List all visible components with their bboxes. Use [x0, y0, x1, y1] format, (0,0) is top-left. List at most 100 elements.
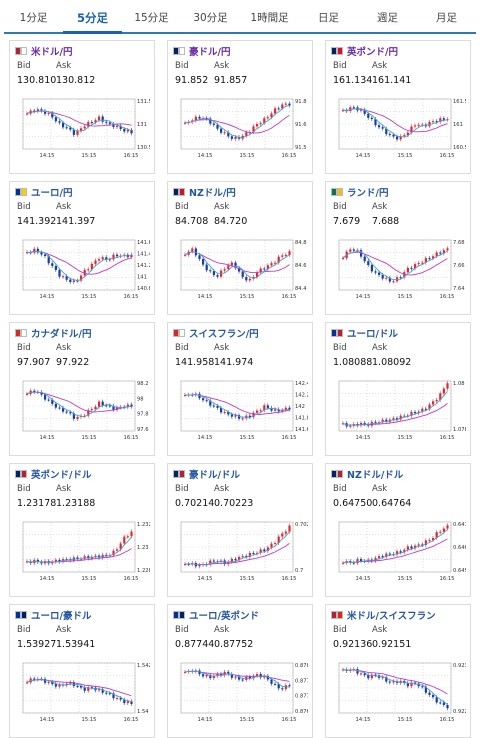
- candle: [414, 264, 417, 269]
- currency-pair-link[interactable]: カナダドル/円: [31, 329, 92, 340]
- tab-7[interactable]: 月足: [436, 12, 457, 24]
- card-title: 豪ドル/円: [173, 45, 231, 58]
- y-tick-label: 0.923: [453, 663, 466, 669]
- candle: [263, 268, 266, 270]
- tab-3[interactable]: 30分足: [193, 12, 228, 24]
- rate-card[interactable]: ユーロ/英ポンドBidAsk0.877440.877520.8780.87750…: [167, 604, 313, 738]
- candle: [54, 117, 57, 122]
- currency-pair-link[interactable]: ユーロ/ドル: [347, 329, 398, 340]
- rate-card[interactable]: カナダドル/円 Bid Ask 97.907 97.922 98.2 98 97.8 97.6 1…: [9, 322, 155, 456]
- rate-card[interactable]: NZドル/ドルBidAsk0.647500.647640.6470.6460.6…: [325, 463, 471, 597]
- candle: [234, 558, 237, 561]
- rate-card[interactable]: ランド/円 Bid Ask 7.679 7.688 7.68 7.66 7.64 14:15 15…: [325, 181, 471, 315]
- tab-4[interactable]: 1時間足: [250, 12, 289, 24]
- candle: [266, 265, 269, 270]
- y-tick-label: 131: [137, 122, 147, 128]
- x-tick-label: 15:15: [82, 435, 97, 441]
- candle: [69, 682, 72, 684]
- candle: [432, 694, 435, 698]
- tab-1[interactable]: 5分足: [63, 4, 122, 34]
- currency-pair-link[interactable]: スイスフラン/円: [189, 329, 259, 340]
- y-tick-label: 84.6: [295, 263, 307, 269]
- candle: [130, 254, 133, 258]
- tab-2[interactable]: 15分足: [134, 12, 169, 24]
- candle: [360, 109, 363, 111]
- candle: [370, 264, 373, 272]
- tab-0[interactable]: 1分足: [19, 12, 48, 24]
- price-chart: 1.08 1.078 14:15 15:15 16:15: [331, 375, 466, 453]
- currency-pair-link[interactable]: 豪ドル/ドル: [189, 470, 240, 481]
- currency-pair-link[interactable]: 豪ドル/円: [189, 47, 231, 58]
- candle: [216, 406, 219, 408]
- currency-pair-link[interactable]: ユーロ/英ポンド: [189, 611, 259, 622]
- candle: [101, 257, 104, 260]
- candle: [428, 540, 431, 542]
- rate-card[interactable]: 英ポンド/円BidAsk161.134161.141161.5161160.51…: [325, 40, 471, 174]
- candle: [119, 125, 122, 129]
- rate-card[interactable]: 豪ドル/円 Bid Ask 91.852 91.857 91.8 91.6 91.5 14:15…: [167, 40, 313, 174]
- candle: [439, 531, 442, 533]
- candle: [435, 121, 438, 123]
- candle: [417, 544, 420, 546]
- rate-card[interactable]: NZドル/円 Bid Ask 84.708 84.720 84.8 84.6 84.4 14:1…: [167, 181, 313, 315]
- candle: [403, 549, 406, 553]
- candle: [245, 132, 248, 136]
- ask-label: Ask: [372, 343, 388, 353]
- candle: [352, 249, 355, 251]
- currency-pair-link[interactable]: 英ポンド/ドル: [31, 470, 92, 481]
- ask-value: 1.08092: [372, 357, 412, 368]
- currency-pair-link[interactable]: 英ポンド/円: [347, 47, 398, 58]
- candle: [87, 410, 90, 416]
- currency-pair-link[interactable]: 米ドル/円: [31, 47, 73, 58]
- currency-pair-link[interactable]: ユーロ/豪ドル: [31, 611, 92, 622]
- rate-card[interactable]: スイスフラン/円BidAsk141.958141.974142.4142.214…: [167, 322, 313, 456]
- candle: [363, 109, 366, 114]
- candle: [259, 549, 262, 553]
- candle: [403, 415, 406, 417]
- tab-6[interactable]: 週足: [377, 12, 398, 24]
- currency-pair-link[interactable]: ユーロ/円: [31, 188, 73, 199]
- candle: [428, 258, 431, 260]
- candle: [442, 118, 445, 120]
- tab-5[interactable]: 日足: [318, 12, 339, 24]
- y-tick-label: 0.8765: [295, 709, 308, 715]
- candle: [216, 124, 219, 129]
- bid-label: Bid: [17, 484, 31, 494]
- candle: [352, 562, 355, 564]
- candle: [58, 559, 61, 562]
- candle: [274, 108, 277, 114]
- currency-pair-link[interactable]: NZドル/円: [189, 188, 236, 199]
- candle: [105, 257, 108, 260]
- candle: [90, 122, 93, 124]
- candle: [40, 392, 43, 395]
- y-tick-label: 160.5: [453, 145, 466, 151]
- currency-pair-link[interactable]: 米ドル/スイスフラン: [347, 611, 436, 622]
- candle: [202, 674, 205, 677]
- candle: [184, 671, 187, 673]
- candle: [266, 405, 269, 408]
- currency-pair-link[interactable]: ランド/円: [347, 188, 389, 199]
- y-tick-label: 91.5: [295, 145, 307, 151]
- y-tick-label: 141.8: [295, 416, 308, 422]
- bid-label: Bid: [175, 61, 189, 71]
- currency-pair-link[interactable]: NZドル/ドル: [347, 470, 404, 481]
- candle: [396, 551, 399, 555]
- candle: [101, 116, 104, 122]
- x-tick-label: 14:15: [356, 153, 371, 159]
- candle: [396, 136, 399, 140]
- y-tick-label: 142.4: [295, 381, 308, 387]
- x-tick-label: 16:15: [440, 576, 455, 582]
- price-chart: 142.4 142.2 142 141.8 141.6 14:15 15:15 16:15: [173, 375, 308, 453]
- ask-value: 1.53941: [56, 639, 96, 650]
- candle: [212, 560, 215, 562]
- candle: [209, 118, 212, 124]
- y-tick-label: 131.5: [137, 99, 150, 105]
- candle: [209, 400, 212, 406]
